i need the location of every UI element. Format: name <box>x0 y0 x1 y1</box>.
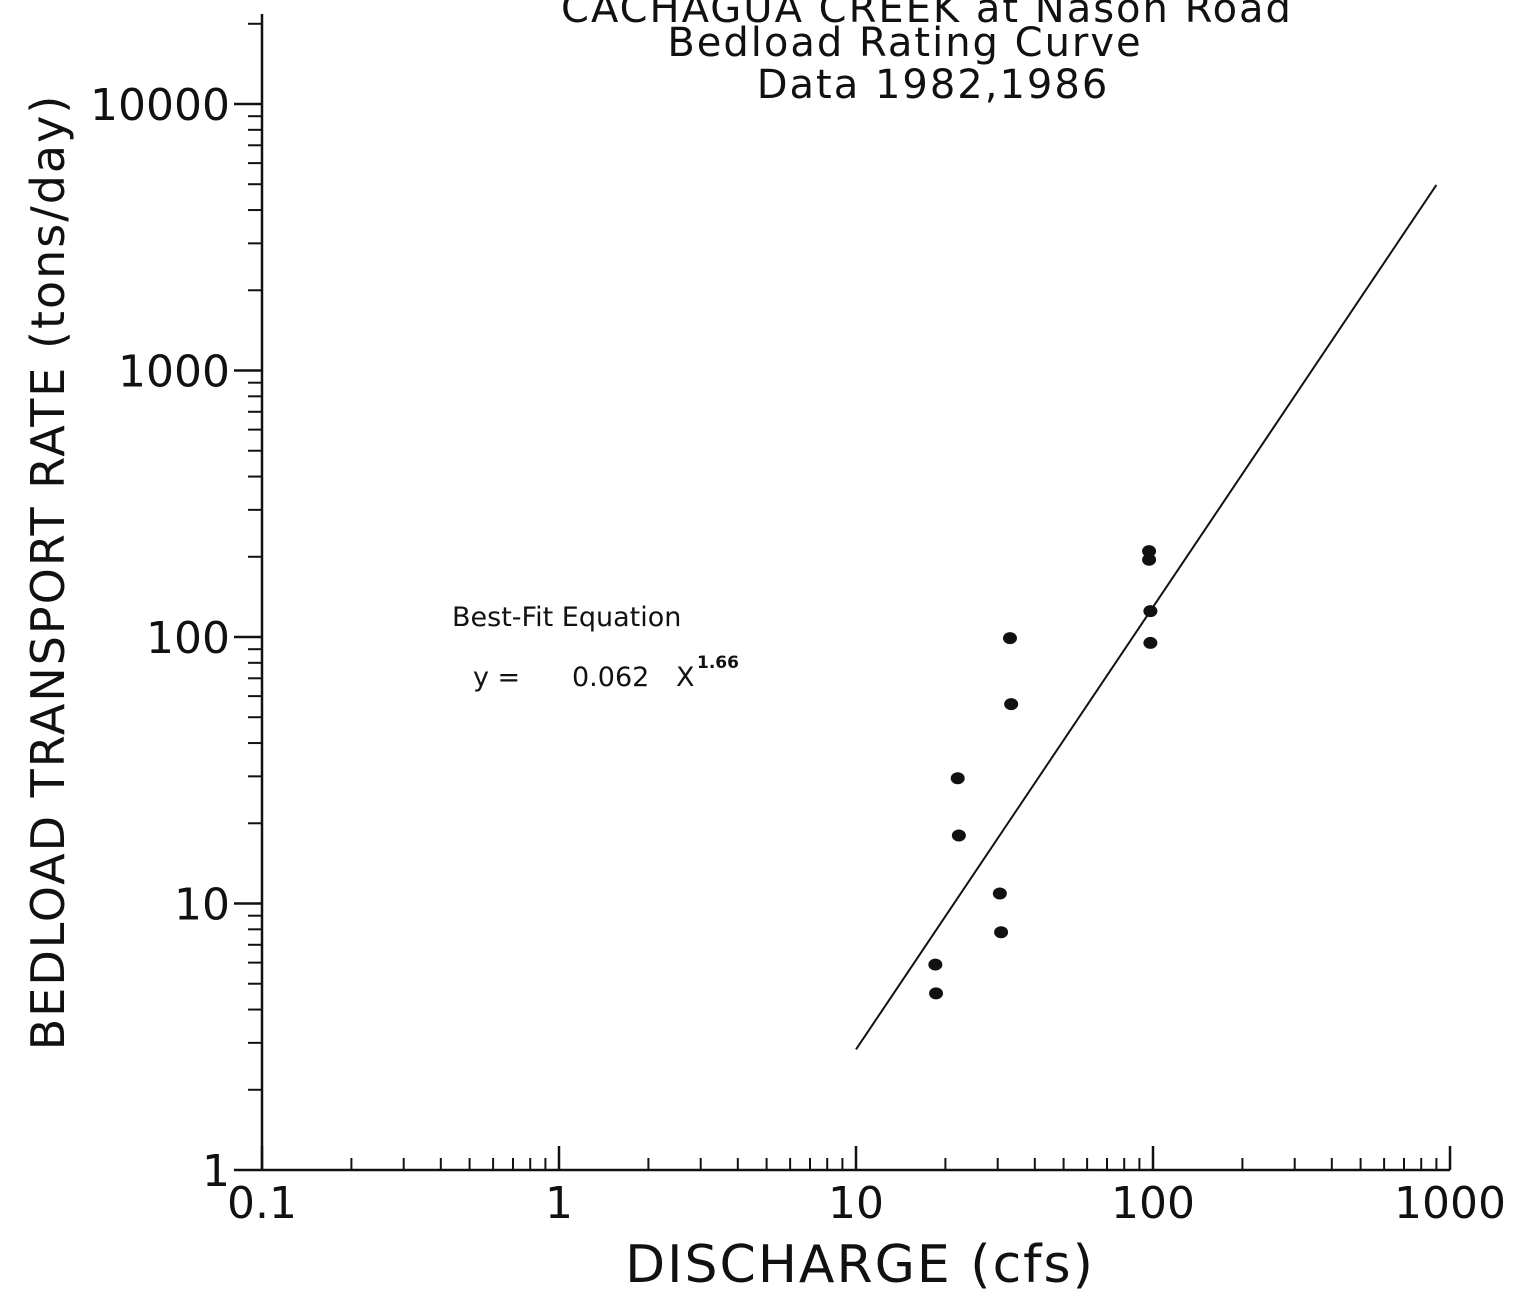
best-fit-line-group <box>855 184 1438 1050</box>
y-tick-label: 1 <box>202 1146 230 1197</box>
y-axis-ticks: 1 10 100 1000 10000 <box>90 22 262 1197</box>
equation-title: Best-Fit Equation <box>452 602 681 633</box>
title-line-3: Data 1982,1986 <box>757 62 1110 108</box>
title-line-2: Bedload Rating Curve <box>667 20 1142 66</box>
title-line-1: CACHAGUA CREEK at Nason Road <box>561 0 1293 32</box>
x-axis-label: DISCHARGE (cfs) <box>625 1235 1095 1295</box>
x-axis-ticks: 0.1 1 10 100 1000 <box>227 1146 1506 1229</box>
data-point <box>992 887 1007 900</box>
data-point <box>1004 698 1019 711</box>
data-point <box>1142 553 1157 566</box>
axes <box>260 14 1450 1172</box>
data-point <box>1142 545 1157 558</box>
best-fit-equation: Best-Fit Equation y = 0.062 X 1.66 <box>452 602 739 693</box>
data-point <box>1143 636 1158 649</box>
y-tick-label: 10000 <box>90 80 230 131</box>
x-tick-label: 1000 <box>1394 1178 1506 1229</box>
data-point <box>929 987 944 1000</box>
x-tick-label: 100 <box>1111 1178 1195 1229</box>
y-axis-label: BEDLOAD TRANSPORT RATE (tons/day) <box>21 94 75 1051</box>
x-tick-label: 0.1 <box>227 1178 297 1229</box>
equation-lhs: y = <box>473 662 520 693</box>
chart-title: CACHAGUA CREEK at Nason Road Bedload Rat… <box>561 0 1293 108</box>
y-tick-label: 1000 <box>118 347 230 398</box>
best-fit-line <box>855 184 1438 1050</box>
data-point <box>951 829 966 842</box>
data-point <box>1143 605 1158 618</box>
data-point <box>1002 632 1017 645</box>
data-point <box>950 772 965 785</box>
y-tick-label: 100 <box>146 613 230 664</box>
data-point <box>928 958 943 971</box>
y-tick-label: 10 <box>174 880 230 931</box>
x-tick-label: 10 <box>828 1178 884 1229</box>
data-point <box>994 926 1009 939</box>
equation-coefficient: 0.062 <box>572 662 649 693</box>
equation-variable: X <box>676 662 695 693</box>
equation-exponent: 1.66 <box>697 653 739 673</box>
x-tick-label: 1 <box>545 1178 573 1229</box>
data-points <box>928 545 1158 1000</box>
